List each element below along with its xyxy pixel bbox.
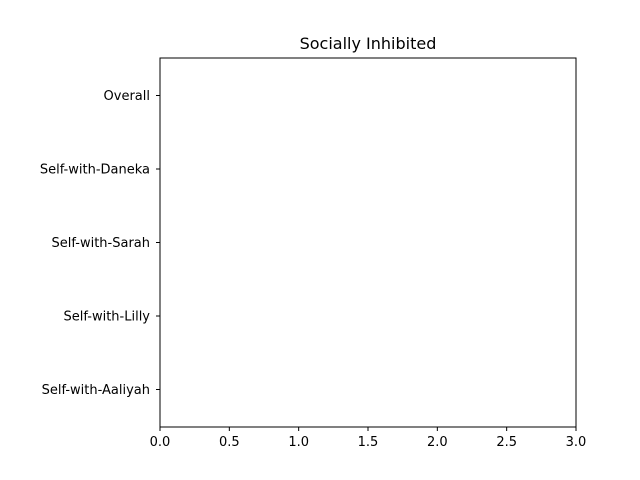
x-tick-label: 0.5 [219, 435, 240, 450]
x-axis: 0.0 0.5 1.0 1.5 2.0 2.5 3.0 [150, 427, 587, 450]
plot-area [159, 57, 577, 428]
y-tick-label: Self-with-Sarah [52, 236, 150, 251]
chart-title: Socially Inhibited [300, 34, 437, 53]
y-tick-label: Self-with-Daneka [40, 163, 150, 178]
x-tick-label: 0.0 [150, 435, 171, 450]
x-tick-label: 2.0 [427, 435, 448, 450]
x-tick-label: 2.5 [496, 435, 517, 450]
y-tick-label: Self-with-Aaliyah [42, 383, 150, 398]
x-tick-label: 1.0 [288, 435, 309, 450]
y-tick-label: Overall [104, 89, 150, 104]
y-axis: Overall Self-with-Daneka Self-with-Sarah Se… [40, 89, 160, 398]
y-tick-label: Self-with-Lilly [64, 310, 151, 325]
x-tick-label: 3.0 [566, 435, 587, 450]
x-tick-label: 1.5 [358, 435, 379, 450]
